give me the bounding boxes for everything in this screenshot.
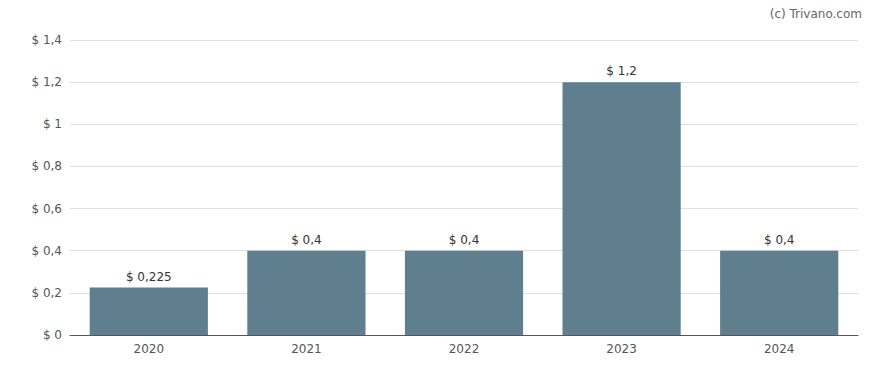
svg-text:2021: 2021	[291, 342, 322, 356]
svg-text:2022: 2022	[449, 342, 480, 356]
svg-text:2023: 2023	[606, 342, 637, 356]
svg-text:$ 1,2: $ 1,2	[31, 75, 62, 89]
svg-text:2024: 2024	[764, 342, 795, 356]
svg-text:$ 0,4: $ 0,4	[31, 244, 62, 258]
svg-text:$ 0,2: $ 0,2	[31, 286, 62, 300]
svg-text:$ 1,2: $ 1,2	[606, 64, 637, 78]
svg-text:$ 1,4: $ 1,4	[31, 33, 62, 47]
svg-text:$ 0,6: $ 0,6	[31, 202, 62, 216]
svg-text:$ 0,4: $ 0,4	[449, 233, 480, 247]
svg-text:2020: 2020	[134, 342, 165, 356]
svg-text:$ 0,4: $ 0,4	[291, 233, 322, 247]
svg-text:(c) Trivano.com: (c) Trivano.com	[770, 7, 862, 21]
svg-text:$ 0,225: $ 0,225	[126, 270, 172, 284]
svg-text:$ 1: $ 1	[43, 117, 62, 131]
svg-text:$ 0,8: $ 0,8	[31, 159, 62, 173]
svg-text:$ 0: $ 0	[43, 328, 62, 342]
svg-text:$ 0,4: $ 0,4	[764, 233, 795, 247]
